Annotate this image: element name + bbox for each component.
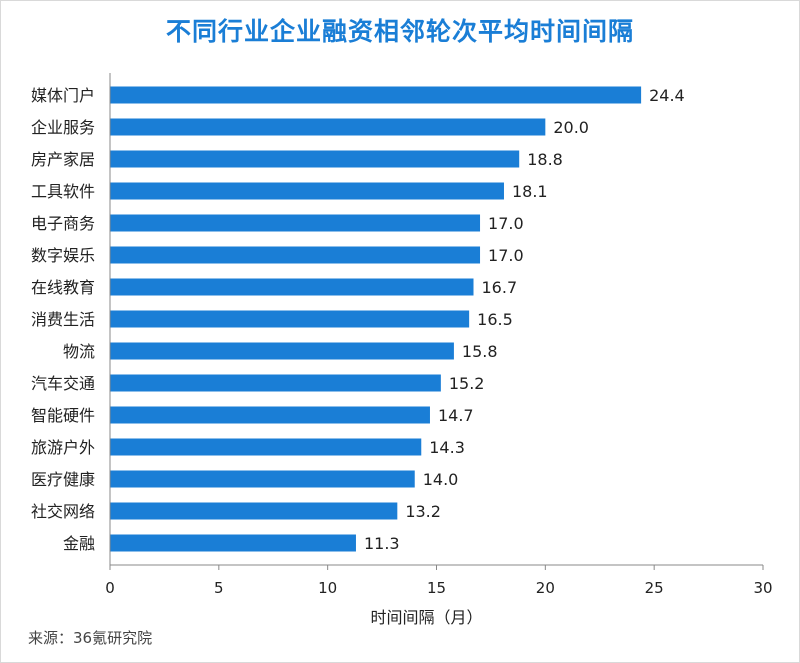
category-label: 房产家居 — [31, 150, 95, 169]
value-label: 11.3 — [364, 534, 400, 553]
bar — [110, 182, 504, 200]
value-label: 16.5 — [477, 310, 513, 329]
value-label: 14.0 — [423, 470, 459, 489]
x-tick-label: 25 — [645, 579, 664, 597]
bar — [110, 406, 430, 424]
x-tick-label: 30 — [753, 579, 772, 597]
bar — [110, 438, 422, 456]
category-label: 消费生活 — [31, 310, 95, 329]
x-tick-label: 5 — [214, 579, 224, 597]
value-label: 14.7 — [438, 406, 474, 425]
value-label: 13.2 — [405, 502, 441, 521]
value-label: 16.7 — [482, 278, 518, 297]
category-label: 物流 — [63, 342, 95, 361]
category-label: 旅游户外 — [31, 438, 95, 457]
value-label: 20.0 — [553, 118, 589, 137]
category-label: 医疗健康 — [31, 470, 95, 489]
category-label: 媒体门户 — [31, 86, 95, 105]
x-axis-label: 时间间隔（月） — [370, 608, 482, 627]
bar — [110, 374, 441, 392]
category-label: 智能硬件 — [31, 406, 95, 425]
bar — [110, 118, 546, 136]
bar — [110, 246, 481, 264]
category-label: 数字娱乐 — [31, 246, 95, 265]
chart-title: 不同行业企业融资相邻轮次平均时间间隔 — [165, 17, 634, 46]
bar — [110, 150, 520, 168]
value-label: 14.3 — [429, 438, 465, 457]
bar — [110, 86, 642, 104]
bar — [110, 502, 398, 520]
bar — [110, 278, 474, 296]
bar — [110, 214, 481, 232]
value-label: 15.2 — [449, 374, 485, 393]
category-label: 电子商务 — [31, 214, 95, 233]
source-note: 来源：36氪研究院 — [28, 629, 153, 647]
x-tick-label: 0 — [105, 579, 115, 597]
value-label: 15.8 — [462, 342, 498, 361]
value-label: 18.8 — [527, 150, 563, 169]
value-label: 18.1 — [512, 182, 548, 201]
value-label: 17.0 — [488, 246, 524, 265]
category-label: 工具软件 — [31, 182, 95, 201]
category-label: 金融 — [63, 534, 95, 553]
category-label: 社交网络 — [31, 502, 95, 521]
bar — [110, 470, 415, 488]
bar — [110, 310, 470, 328]
value-label: 24.4 — [649, 86, 685, 105]
x-tick-label: 20 — [536, 579, 555, 597]
x-tick-label: 15 — [427, 579, 446, 597]
x-tick-label: 10 — [318, 579, 337, 597]
bar — [110, 534, 356, 552]
value-label: 17.0 — [488, 214, 524, 233]
category-label: 汽车交通 — [31, 374, 95, 393]
bar — [110, 342, 454, 360]
category-label: 在线教育 — [31, 278, 95, 297]
category-label: 企业服务 — [31, 118, 95, 137]
